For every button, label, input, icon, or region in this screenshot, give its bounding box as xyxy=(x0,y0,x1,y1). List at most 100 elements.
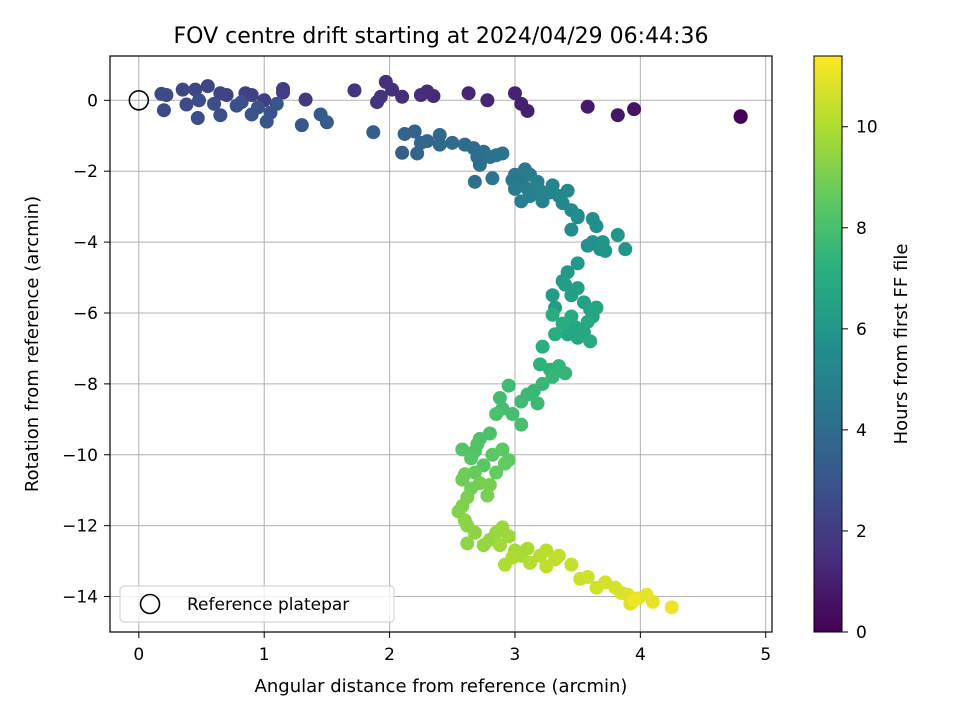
data-point xyxy=(420,134,435,149)
data-point xyxy=(395,89,410,104)
data-point xyxy=(545,369,560,384)
data-point xyxy=(545,307,560,322)
data-point xyxy=(269,96,284,111)
data-point xyxy=(548,327,563,342)
data-point xyxy=(595,235,610,250)
y-axis-ticks: 0 −2 −4 −6 −8 −10 −12 −14 xyxy=(62,91,110,608)
data-point xyxy=(213,86,228,101)
data-point xyxy=(618,242,633,257)
data-point xyxy=(558,366,573,381)
data-point xyxy=(156,103,171,118)
data-point xyxy=(455,442,470,457)
colorbar-tick-label: 10 xyxy=(856,118,878,138)
colorbar-tick-label: 6 xyxy=(856,320,867,340)
data-point xyxy=(495,442,510,457)
x-tick-label: 2 xyxy=(384,645,395,665)
data-point xyxy=(535,339,550,354)
legend-marker xyxy=(139,593,161,615)
data-point xyxy=(175,82,190,97)
data-point xyxy=(514,96,529,111)
x-axis-label: Angular distance from reference (arcmin) xyxy=(255,676,628,697)
data-point xyxy=(485,171,500,186)
data-point xyxy=(570,281,585,296)
plot-frame xyxy=(109,55,773,633)
chart-title: FOV centre drift starting at 2024/04/29 … xyxy=(174,24,709,49)
data-point xyxy=(482,477,497,492)
data-point xyxy=(580,570,595,585)
data-point xyxy=(407,124,422,139)
data-point xyxy=(213,108,228,123)
legend-box xyxy=(119,585,395,623)
data-point xyxy=(190,111,205,126)
data-point xyxy=(555,316,570,331)
y-tick-label: −8 xyxy=(73,375,98,395)
data-point xyxy=(200,79,215,94)
data-point xyxy=(545,288,560,303)
data-point xyxy=(492,538,507,553)
data-point xyxy=(564,222,579,237)
colorbar xyxy=(813,55,843,633)
data-point xyxy=(570,208,585,223)
x-tick-label: 3 xyxy=(510,645,521,665)
x-axis-ticks: 0 1 2 3 4 5 xyxy=(133,632,771,665)
y-tick-label: −2 xyxy=(73,162,98,182)
reference-point-marker xyxy=(128,90,150,111)
data-point xyxy=(276,85,291,100)
data-point xyxy=(298,92,313,107)
data-point xyxy=(464,451,479,466)
y-axis-label: Rotation from reference (arcmin) xyxy=(22,196,43,492)
data-point xyxy=(445,135,460,150)
colorbar-tick-label: 2 xyxy=(856,522,867,542)
data-point xyxy=(461,86,476,101)
data-point xyxy=(192,93,207,108)
colorbar-tick-label: 4 xyxy=(856,421,867,441)
data-point xyxy=(250,100,265,115)
colorbar-label: Hours from first FF file xyxy=(891,244,912,445)
data-point xyxy=(610,108,625,123)
data-point xyxy=(589,300,604,315)
x-tick-label: 5 xyxy=(760,645,771,665)
data-point xyxy=(179,97,194,112)
data-point xyxy=(395,145,410,160)
data-point xyxy=(507,181,522,196)
data-point xyxy=(259,114,274,129)
data-point xyxy=(378,74,393,89)
colorbar-tick-label: 0 xyxy=(856,623,867,643)
data-point xyxy=(570,256,585,271)
data-point xyxy=(627,102,642,117)
data-point xyxy=(207,96,222,111)
x-tick-label: 4 xyxy=(635,645,646,665)
data-point xyxy=(154,86,169,101)
x-tick-label: 0 xyxy=(133,645,144,665)
data-point xyxy=(410,146,425,161)
data-point xyxy=(560,327,575,342)
data-point xyxy=(413,87,428,102)
y-tick-label: −4 xyxy=(73,233,98,253)
data-point xyxy=(497,456,512,471)
data-point xyxy=(564,557,579,572)
grid-lines xyxy=(110,56,772,632)
colorbar-tick-label: 8 xyxy=(856,219,867,239)
data-point xyxy=(545,178,560,193)
data-point xyxy=(489,465,504,480)
data-point xyxy=(480,488,495,503)
colorbar-ticks: 0 2 4 6 8 10 xyxy=(842,118,878,643)
legend: Reference platepar xyxy=(119,585,395,623)
data-point xyxy=(664,600,679,615)
data-point xyxy=(347,83,362,98)
y-tick-label: −10 xyxy=(62,446,98,466)
data-point xyxy=(523,555,538,570)
data-point xyxy=(480,93,495,108)
data-point xyxy=(645,594,660,609)
data-point xyxy=(514,394,529,409)
data-point xyxy=(560,183,575,198)
data-point xyxy=(455,472,470,487)
data-point xyxy=(294,118,309,133)
data-point xyxy=(580,99,595,114)
data-point xyxy=(507,86,522,101)
data-point xyxy=(551,548,566,563)
data-point xyxy=(489,407,504,422)
x-tick-label: 1 xyxy=(259,645,270,665)
data-point xyxy=(733,109,748,124)
y-tick-label: −12 xyxy=(62,517,98,537)
